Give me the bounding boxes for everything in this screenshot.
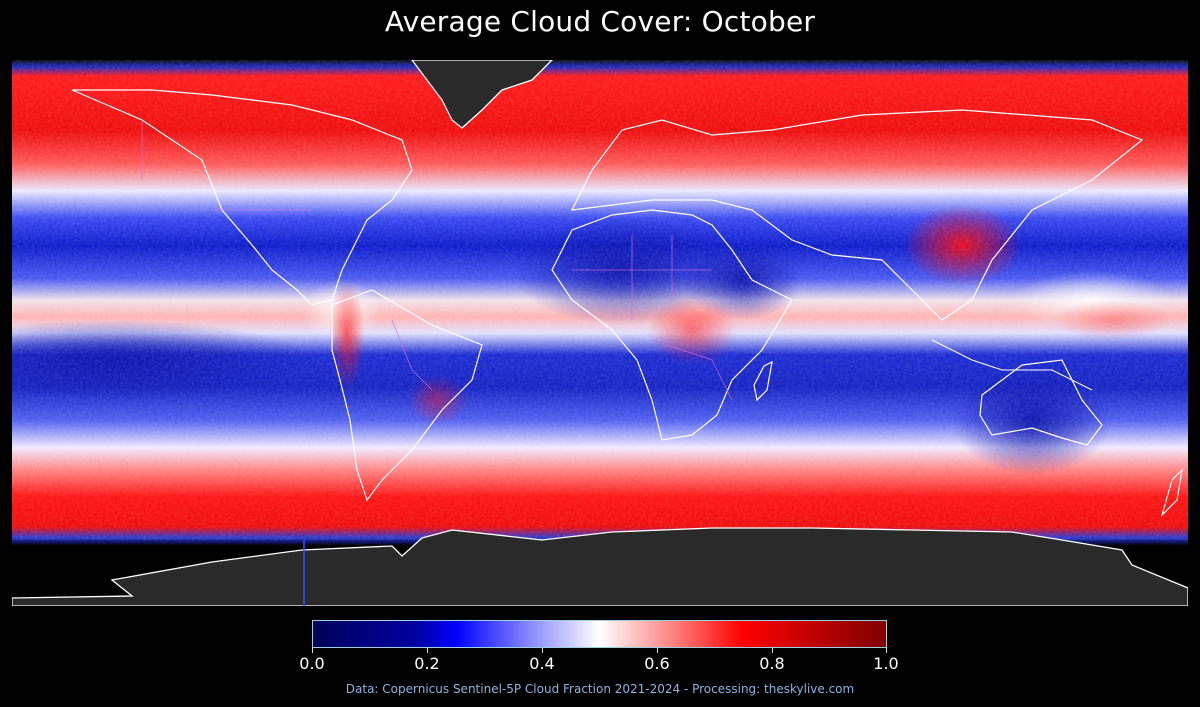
data-credit: Data: Copernicus Sentinel-5P Cloud Fract…: [345, 682, 855, 696]
madagascar-coastline: [753, 360, 773, 402]
colorbar-tick-label: 0.2: [414, 654, 440, 673]
colorbar-tick-label: 0.8: [759, 654, 785, 673]
colorbar-tick: [886, 648, 887, 653]
colorbar-tick: [772, 648, 773, 653]
cloud-cover-map: [12, 60, 1188, 606]
eurasia-coastline: [570, 109, 1144, 321]
indonesia-coastline: [931, 339, 1093, 391]
chart-title: Average Cloud Cover: October: [384, 5, 816, 38]
south-america-coastline: [331, 289, 483, 502]
colorbar-tick-label: 0.6: [644, 654, 670, 673]
colorbar-tick-label: 1.0: [873, 654, 899, 673]
map-canvas: [12, 60, 1188, 606]
country-borders: [141, 120, 733, 401]
north-america-coastline: [71, 89, 413, 306]
colorbar-tick: [312, 648, 313, 653]
colorbar-gradient: [313, 621, 886, 647]
colorbar-tick: [542, 648, 543, 653]
africa-coastline: [551, 209, 793, 441]
colorbar: [312, 620, 887, 648]
greenland-landmass: [411, 60, 553, 129]
colorbar-tick-label: 0.0: [299, 654, 325, 673]
colorbar-tick-label: 0.4: [529, 654, 555, 673]
colorbar-tick: [427, 648, 428, 653]
antarctica-landmass: [12, 527, 1188, 606]
new-zealand-coastline: [1160, 468, 1183, 518]
australia-coastline: [979, 359, 1103, 446]
colorbar-tick: [657, 648, 658, 653]
